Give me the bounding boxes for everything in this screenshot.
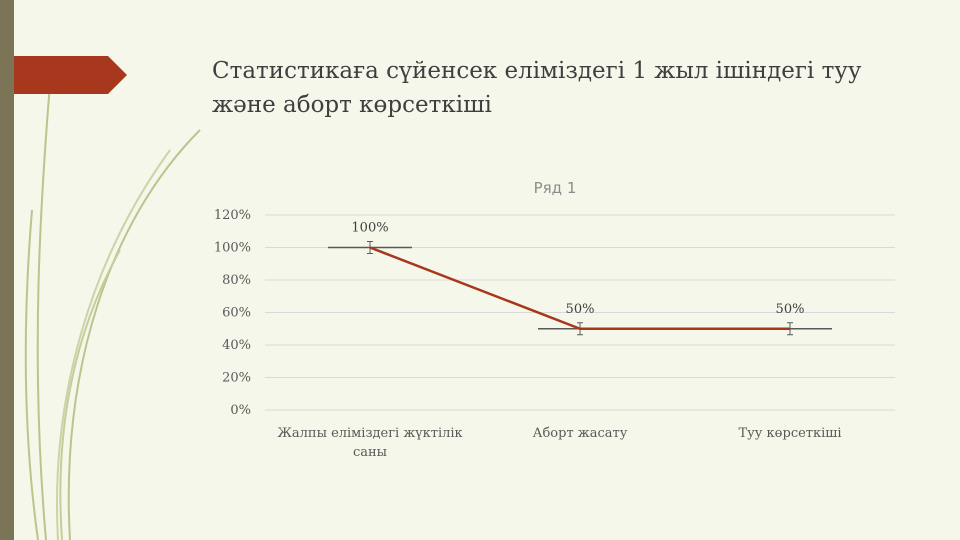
series-line [369,246,790,330]
y-axis-ticks: 0% 20% 40% 60% 80% 100% 120% [214,208,251,418]
y-tick-label: 120% [214,208,251,223]
chart-title: Ряд 1 [534,179,577,197]
y-tick-label: 80% [222,273,251,288]
data-label: 100% [351,221,388,236]
data-label: 50% [776,302,805,317]
slide-title: Статистикаға сүйенсек еліміздегі 1 жыл і… [212,54,912,122]
title-line-2: және аборт көрсеткіші [212,92,492,118]
data-label: 50% [566,302,595,317]
title-line-1: Статистикаға сүйенсек еліміздегі 1 жыл і… [212,58,862,84]
left-side-bar [0,0,14,540]
title-accent-arrow [0,56,127,94]
series-group [328,241,832,336]
x-category-label: Аборт жасату [533,426,628,441]
x-category-label: Жалпы еліміздегі жүктілік саны [277,426,462,460]
y-tick-label: 20% [222,371,251,386]
y-tick-label: 100% [214,241,251,256]
y-tick-label: 0% [230,403,251,418]
x-axis-categories: Жалпы еліміздегі жүктілік саны Аборт жасат… [277,426,841,460]
gridlines [265,214,895,411]
decorative-curves [24,59,201,540]
y-tick-label: 40% [222,338,251,353]
x-category-label: Туу көрсеткіші [738,426,841,441]
y-tick-label: 60% [222,306,251,321]
data-labels: 100% 50% 50% [351,221,804,317]
